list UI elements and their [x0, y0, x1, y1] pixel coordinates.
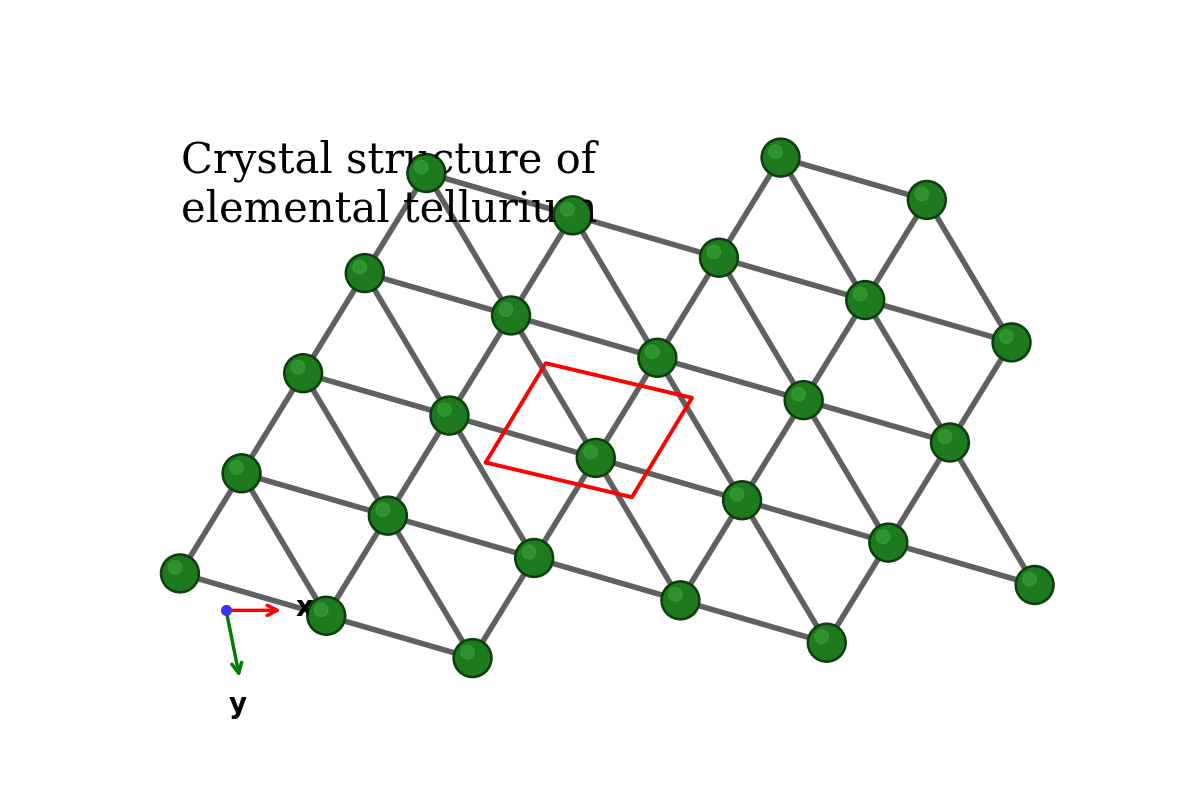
- Circle shape: [407, 154, 446, 193]
- Circle shape: [584, 445, 598, 458]
- Circle shape: [702, 241, 736, 274]
- Circle shape: [346, 254, 384, 293]
- Circle shape: [454, 638, 492, 678]
- Circle shape: [784, 381, 823, 420]
- Circle shape: [907, 181, 947, 219]
- Circle shape: [376, 503, 390, 517]
- Circle shape: [409, 156, 443, 190]
- Circle shape: [910, 183, 943, 217]
- Circle shape: [229, 461, 244, 474]
- Circle shape: [515, 538, 553, 578]
- Circle shape: [1022, 572, 1037, 586]
- Circle shape: [808, 623, 846, 662]
- Circle shape: [934, 426, 967, 459]
- Circle shape: [641, 341, 674, 374]
- Circle shape: [578, 441, 613, 475]
- Circle shape: [456, 641, 490, 675]
- Circle shape: [725, 483, 758, 517]
- Circle shape: [914, 187, 929, 201]
- Circle shape: [553, 196, 592, 235]
- Circle shape: [283, 354, 323, 393]
- Circle shape: [576, 438, 616, 478]
- Circle shape: [161, 554, 199, 593]
- Circle shape: [846, 281, 884, 319]
- Circle shape: [787, 383, 821, 417]
- Circle shape: [848, 283, 882, 317]
- Circle shape: [638, 338, 677, 378]
- Circle shape: [761, 138, 800, 177]
- Circle shape: [310, 599, 343, 633]
- Circle shape: [292, 361, 305, 374]
- Circle shape: [661, 581, 700, 620]
- Circle shape: [517, 541, 551, 575]
- Circle shape: [287, 356, 320, 390]
- Circle shape: [1018, 568, 1051, 602]
- Circle shape: [707, 245, 721, 258]
- Circle shape: [700, 238, 738, 277]
- Circle shape: [307, 596, 346, 635]
- Circle shape: [353, 260, 366, 274]
- Circle shape: [556, 198, 589, 232]
- Circle shape: [769, 145, 782, 158]
- Circle shape: [1015, 566, 1054, 605]
- Circle shape: [494, 298, 528, 332]
- Circle shape: [810, 626, 844, 660]
- Circle shape: [930, 423, 970, 462]
- Circle shape: [664, 583, 697, 618]
- Circle shape: [560, 202, 575, 216]
- Circle shape: [163, 557, 197, 590]
- Circle shape: [871, 526, 905, 559]
- Circle shape: [730, 487, 744, 501]
- Circle shape: [876, 530, 890, 543]
- Text: x: x: [295, 594, 313, 622]
- Circle shape: [492, 296, 530, 335]
- Circle shape: [668, 588, 682, 601]
- Circle shape: [992, 323, 1031, 362]
- Circle shape: [348, 256, 382, 290]
- Circle shape: [432, 398, 467, 433]
- Text: Crystal structure of
elemental tellurium: Crystal structure of elemental tellurium: [181, 139, 598, 230]
- Circle shape: [763, 141, 798, 174]
- Circle shape: [168, 561, 181, 574]
- Circle shape: [314, 603, 328, 617]
- Text: y: y: [229, 691, 247, 719]
- Circle shape: [522, 546, 536, 559]
- Circle shape: [646, 345, 659, 358]
- Circle shape: [869, 523, 908, 562]
- Circle shape: [414, 160, 428, 174]
- Circle shape: [722, 481, 762, 520]
- Circle shape: [371, 498, 404, 533]
- Circle shape: [853, 287, 866, 301]
- Circle shape: [815, 630, 828, 643]
- Circle shape: [430, 396, 469, 435]
- Circle shape: [938, 430, 952, 443]
- Circle shape: [461, 646, 474, 659]
- Circle shape: [222, 454, 262, 493]
- Circle shape: [995, 326, 1028, 359]
- Circle shape: [224, 456, 258, 490]
- Circle shape: [438, 403, 451, 416]
- Circle shape: [792, 387, 805, 401]
- Circle shape: [368, 496, 407, 535]
- Circle shape: [499, 302, 512, 316]
- Circle shape: [1000, 330, 1013, 343]
